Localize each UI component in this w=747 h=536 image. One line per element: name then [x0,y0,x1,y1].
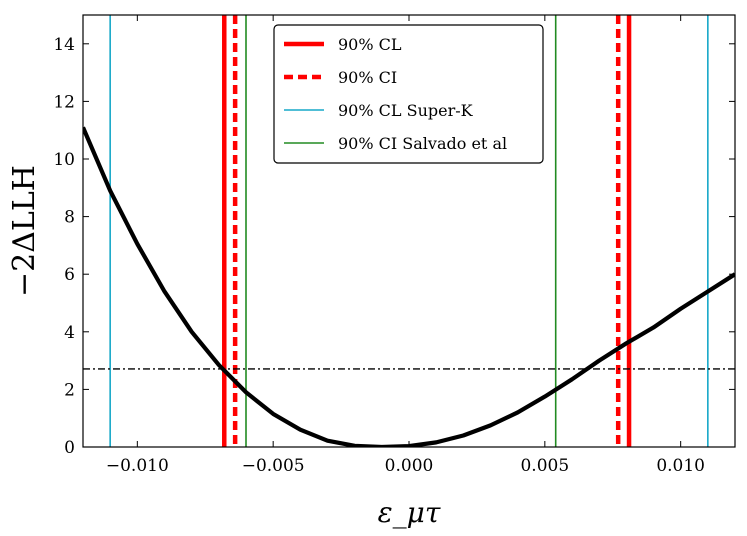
legend-label-90-ci: 90% CI [338,68,397,87]
axis-ticks: −0.010 −0.005 0.000 0.005 0.010 0 2 4 6 8 10 12 14 [53,15,735,476]
legend-box [273,24,544,164]
x-tick-label: −0.010 [106,456,169,476]
legend-label-90-cl: 90% CL [338,35,402,54]
llh-curve [83,126,735,447]
y-tick-label: 8 [64,208,75,228]
x-tick-label: 0.005 [520,456,569,476]
y-tick-label: 6 [64,265,75,285]
y-tick-label: 14 [53,35,75,55]
x-axis-label: ε_μτ [378,496,441,529]
legend-label-90-ci-salvado-et-al: 90% CI Salvado et al [338,134,507,153]
y-tick-label: 0 [64,438,75,458]
y-tick-label: 10 [53,150,75,170]
x-tick-label: 0.010 [656,456,705,476]
legend: 90% CL 90% CI 90% CL Super-K 90% CI Salvado… [273,24,544,164]
x-tick-label: 0.000 [385,456,434,476]
y-tick-label: 4 [64,323,75,343]
legend-label-90-cl-super-k: 90% CL Super-K [338,101,474,120]
x-tick-label: −0.005 [242,456,305,476]
y-tick-label: 12 [53,92,75,112]
y-tick-label: 2 [64,380,75,400]
y-axis-label: −2ΔLLH [7,165,42,297]
